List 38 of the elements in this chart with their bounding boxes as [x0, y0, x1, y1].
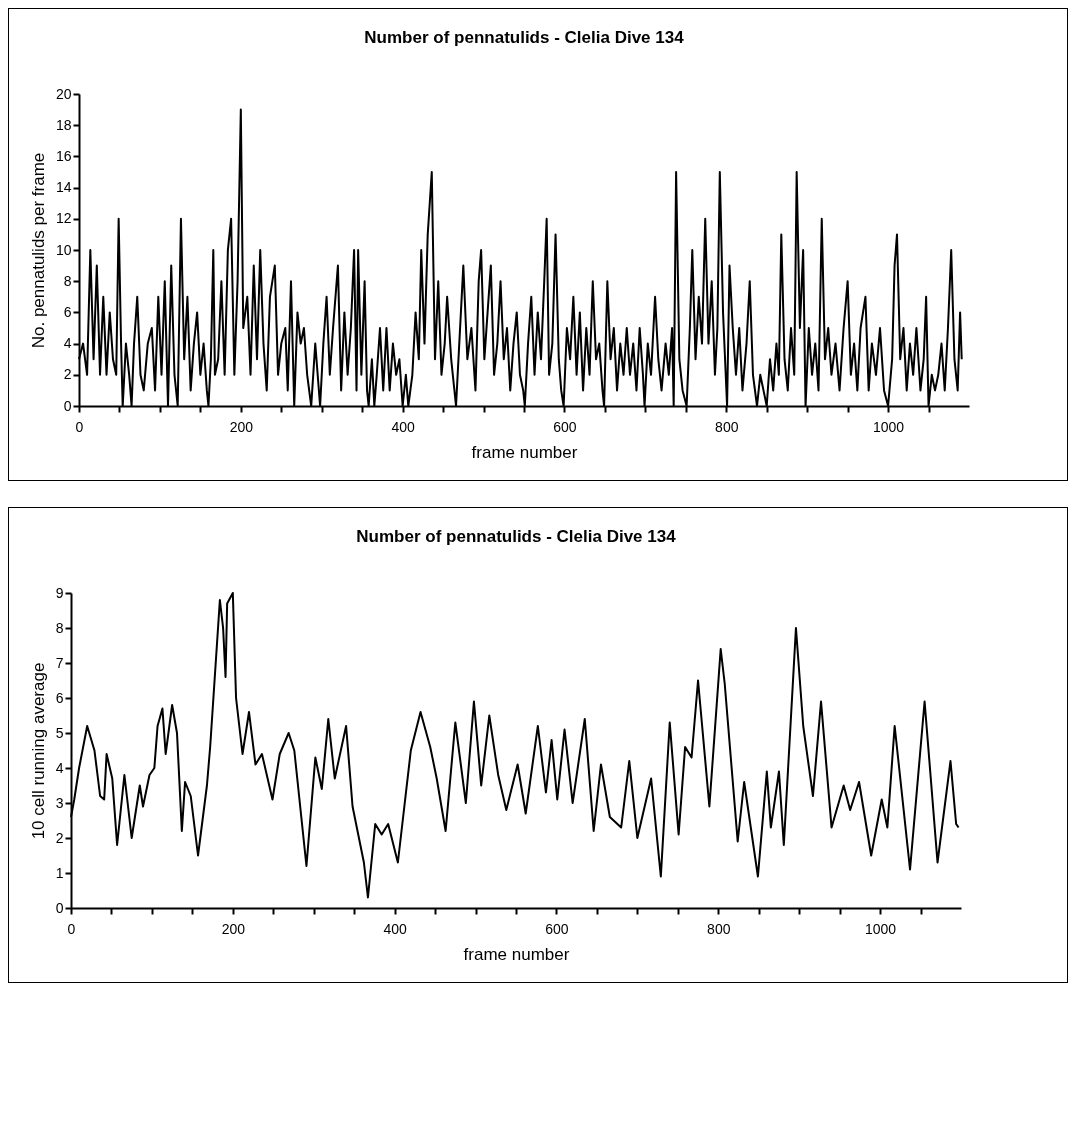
y-tick-label: 2	[55, 829, 64, 846]
y-tick-label: 6	[55, 689, 64, 706]
y-tick-label: 6	[63, 303, 72, 320]
y-axis-title: No. pennatulids per frame	[28, 152, 48, 349]
y-tick-label: 0	[55, 899, 64, 916]
x-tick-label: 800	[715, 418, 739, 435]
y-tick-label: 10	[55, 241, 72, 258]
x-tick-label: 800	[707, 920, 731, 937]
x-tick-label: 600	[553, 418, 577, 435]
x-axis-title: frame number	[471, 442, 578, 462]
y-tick-label: 16	[55, 147, 72, 164]
x-tick-label: 400	[391, 418, 416, 435]
x-tick-label: 200	[221, 920, 246, 937]
y-tick-label: 0	[63, 397, 72, 414]
y-axis-title: 10 cell running average	[28, 662, 48, 840]
y-tick-label: 8	[63, 272, 72, 289]
y-tick-label: 12	[55, 210, 72, 227]
chart-title: Number of pennatulids - Clelia Dive 134	[356, 527, 677, 546]
y-tick-label: 4	[63, 335, 72, 352]
chart-title: Number of pennatulids - Clelia Dive 134	[364, 28, 685, 47]
y-tick-label: 5	[55, 724, 64, 741]
y-tick-label: 18	[55, 116, 72, 133]
y-tick-label: 2	[63, 366, 72, 383]
y-tick-label: 3	[55, 794, 64, 811]
x-tick-label: 1000	[865, 920, 897, 937]
x-tick-label: 1000	[873, 418, 905, 435]
y-tick-label: 14	[55, 179, 72, 196]
x-axis-title: frame number	[463, 944, 570, 964]
x-tick-label: 0	[75, 418, 84, 435]
y-tick-label: 7	[55, 654, 64, 671]
y-tick-label: 8	[55, 619, 64, 636]
x-tick-label: 400	[383, 920, 408, 937]
x-tick-label: 600	[545, 920, 569, 937]
y-tick-label: 20	[55, 85, 72, 102]
y-tick-label: 9	[55, 584, 64, 601]
y-tick-label: 1	[55, 864, 64, 881]
x-tick-label: 200	[229, 418, 254, 435]
y-tick-label: 4	[55, 759, 64, 776]
